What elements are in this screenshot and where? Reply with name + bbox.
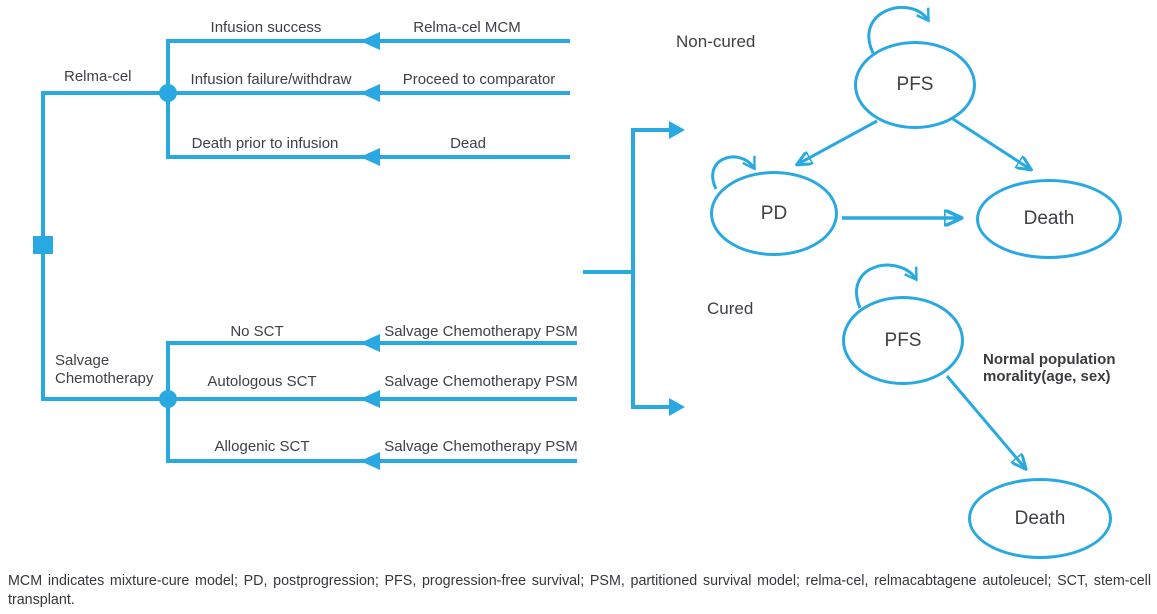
dead-label: Dead xyxy=(450,135,486,152)
noncured-pd-label: PD xyxy=(760,202,788,224)
no-sct-label: No SCT xyxy=(230,323,284,340)
salvage-psm-label-2: Salvage Chemotherapy PSM xyxy=(384,373,578,390)
bracket-bottom-arrowhead-icon xyxy=(669,398,685,416)
noncured-pfs-to-death-arrow xyxy=(952,117,1030,169)
salvage-arm-label: Salvage Chemotherapy xyxy=(55,352,154,387)
bracket-top-arrowhead-icon xyxy=(669,121,685,139)
bracket-feeder-line xyxy=(583,270,635,274)
relma-mcm-label: Relma-cel MCM xyxy=(413,19,521,36)
salvage-arm-line xyxy=(41,397,170,401)
bracket-top-arm-line xyxy=(631,128,671,132)
allogenic-sct-arrowhead-icon xyxy=(360,452,380,470)
bracket-vertical-line xyxy=(631,128,635,409)
death-prior-label: Death prior to infusion xyxy=(191,135,339,152)
noncured-death-label: Death xyxy=(1023,208,1075,229)
noncured-death-state: Death xyxy=(976,179,1122,259)
noncured-pfs-to-pd-arrow xyxy=(798,119,878,164)
allogenic-sct-label: Allogenic SCT xyxy=(214,438,310,455)
proceed-comparator-label: Proceed to comparator xyxy=(402,71,556,88)
infusion-failure-arrowhead-icon xyxy=(360,84,380,102)
bracket-bottom-arm-line xyxy=(631,405,671,409)
autologous-sct-label: Autologous SCT xyxy=(207,373,317,390)
death-prior-arrowhead-icon xyxy=(360,148,380,166)
salvage-psm-label-1: Salvage Chemotherapy PSM xyxy=(384,323,578,340)
cured-death-label: Death xyxy=(1014,507,1066,529)
noncured-title: Non-cured xyxy=(676,32,756,51)
cured-pfs-to-death-arrow xyxy=(945,375,1025,468)
salvage-psm-label-3: Salvage Chemotherapy PSM xyxy=(384,438,578,455)
normal-mortality-annotation: Normal population morality(age, sex) xyxy=(983,351,1116,385)
noncured-pfs-label: PFS xyxy=(896,74,934,95)
infusion-success-arrowhead-icon xyxy=(360,32,380,50)
relma-arm-line xyxy=(41,91,170,95)
infusion-success-label: Infusion success xyxy=(210,19,322,36)
autologous-sct-arrowhead-icon xyxy=(360,390,380,408)
relma-arm-label: Relma-cel xyxy=(64,68,132,85)
cured-pfs-state: PFS xyxy=(842,296,964,385)
root-decision-node xyxy=(33,236,53,254)
no-sct-arrowhead-icon xyxy=(360,334,380,352)
noncured-pfs-state: PFS xyxy=(854,41,976,129)
infusion-failure-label: Infusion failure/withdraw xyxy=(190,71,352,88)
noncured-pd-state: PD xyxy=(710,171,838,256)
cured-pfs-label: PFS xyxy=(884,329,922,351)
cured-death-state: Death xyxy=(968,478,1112,559)
cured-title: Cured xyxy=(707,299,754,318)
figure-caption: MCM indicates mixture-cure model; PD, po… xyxy=(8,573,1151,608)
